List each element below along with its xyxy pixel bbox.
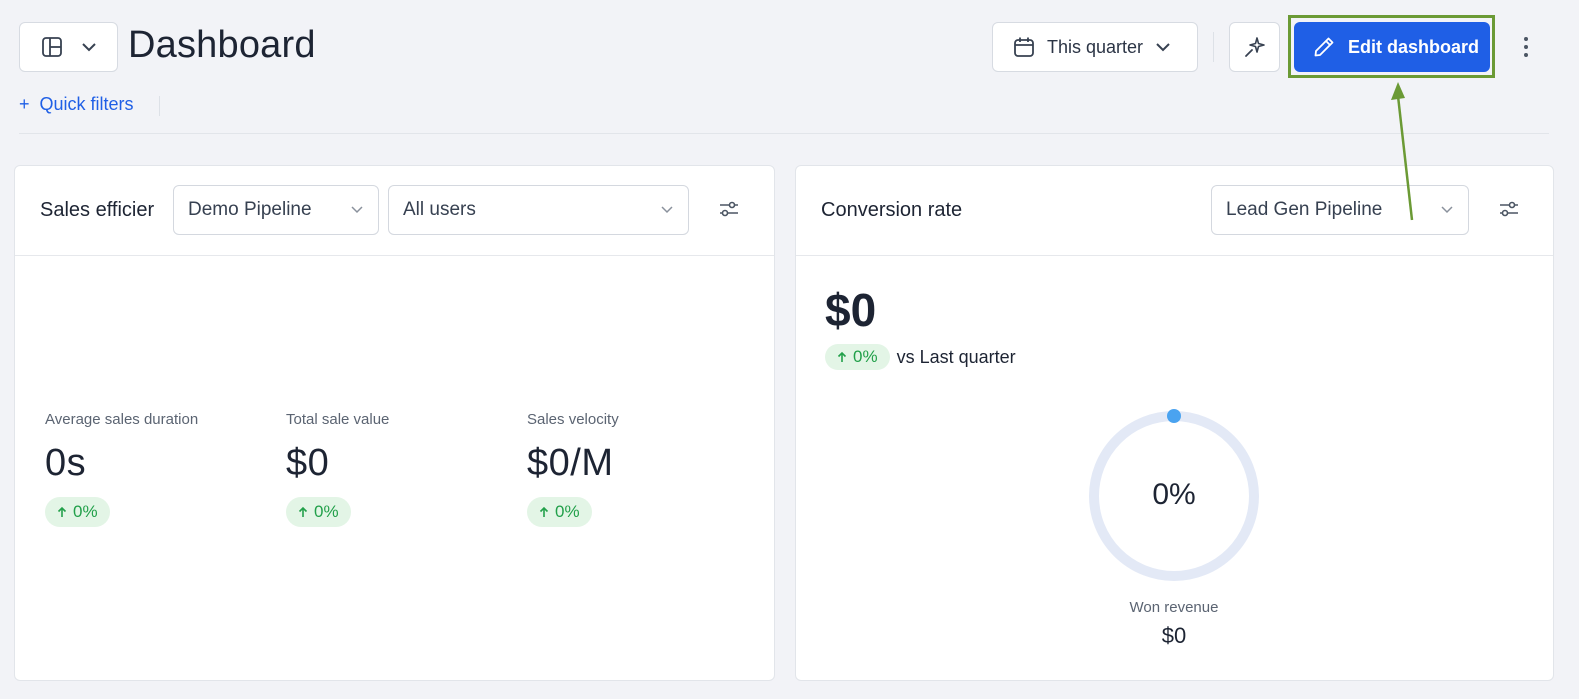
date-range-label: This quarter bbox=[1047, 36, 1144, 57]
edit-button-highlight bbox=[1288, 15, 1495, 78]
header-divider bbox=[1213, 32, 1214, 62]
sparkle-icon bbox=[1244, 37, 1265, 57]
metric-value: 0s bbox=[45, 442, 87, 484]
page-title: Dashboard bbox=[128, 24, 316, 66]
donut-chart bbox=[1089, 409, 1259, 581]
sales-efficiency-card: Sales efficier Demo Pipeline All users A… bbox=[14, 165, 775, 681]
card-header: Sales efficier Demo Pipeline All users bbox=[15, 166, 774, 256]
conversion-rate-card: Conversion rate Lead Gen Pipeline $0 0% … bbox=[795, 165, 1554, 681]
header-separator bbox=[19, 133, 1549, 134]
change-badge: 0% bbox=[45, 497, 110, 527]
chevron-down-icon bbox=[661, 206, 673, 214]
metric-sales-velocity: Sales velocity $0/M 0% bbox=[527, 411, 619, 527]
users-select[interactable]: All users bbox=[388, 185, 689, 235]
pipeline-select-value: Lead Gen Pipeline bbox=[1226, 199, 1383, 220]
donut-percent: 0% bbox=[1152, 478, 1196, 511]
pipeline-select[interactable]: Lead Gen Pipeline bbox=[1211, 185, 1469, 235]
quick-filters-button[interactable]: + Quick filters bbox=[19, 94, 134, 115]
arrow-up-icon bbox=[298, 506, 308, 517]
quick-filters-divider bbox=[159, 96, 160, 116]
arrow-up-icon bbox=[57, 506, 67, 517]
card-title: Conversion rate bbox=[821, 199, 963, 221]
calendar-icon bbox=[1014, 37, 1034, 57]
metric-total-sale-value: Total sale value $0 0% bbox=[286, 411, 389, 527]
change-badge: 0% bbox=[527, 497, 592, 527]
ai-assist-button[interactable] bbox=[1229, 22, 1280, 72]
pencil-icon bbox=[1314, 37, 1334, 57]
metric-label: Average sales duration bbox=[45, 411, 199, 428]
kebab-icon[interactable] bbox=[1516, 32, 1536, 62]
change-badge: 0% bbox=[286, 497, 351, 527]
card-title: Sales efficier bbox=[40, 199, 155, 221]
quick-filters-label: Quick filters bbox=[39, 94, 134, 114]
date-range-selector[interactable]: This quarter bbox=[992, 22, 1198, 72]
filter-settings-icon[interactable] bbox=[719, 200, 739, 218]
comparison-label: vs Last quarter bbox=[896, 346, 1016, 367]
metric-value: $0/M bbox=[527, 442, 614, 484]
chevron-down-icon bbox=[81, 43, 96, 52]
metric-value: $0 bbox=[286, 442, 330, 484]
card-header: Conversion rate Lead Gen Pipeline bbox=[796, 166, 1553, 256]
pipeline-select-value: Demo Pipeline bbox=[188, 199, 312, 220]
won-revenue-label: Won revenue bbox=[1129, 599, 1219, 616]
arrow-up-icon bbox=[837, 351, 847, 362]
metric-label: Total sale value bbox=[286, 411, 390, 428]
won-revenue-value: $0 bbox=[1161, 623, 1187, 648]
arrow-up-icon bbox=[539, 506, 549, 517]
chevron-down-icon bbox=[351, 206, 363, 214]
pipeline-select[interactable]: Demo Pipeline bbox=[173, 185, 379, 235]
layout-switcher-button[interactable] bbox=[19, 22, 118, 72]
filter-settings-icon[interactable] bbox=[1499, 200, 1519, 218]
chevron-down-icon bbox=[1156, 43, 1170, 52]
conversion-value: $0 bbox=[825, 284, 877, 336]
edit-dashboard-button[interactable]: Edit dashboard bbox=[1294, 22, 1490, 72]
metric-avg-sales-duration: Average sales duration 0s 0% bbox=[45, 411, 198, 527]
change-badge: 0% bbox=[825, 344, 890, 370]
chevron-down-icon bbox=[1441, 206, 1453, 214]
plus-icon: + bbox=[19, 94, 30, 114]
layout-icon bbox=[41, 37, 62, 57]
donut-progress-marker bbox=[1167, 409, 1181, 423]
edit-dashboard-label: Edit dashboard bbox=[1348, 36, 1480, 57]
users-select-value: All users bbox=[403, 199, 476, 220]
metric-label: Sales velocity bbox=[527, 411, 619, 428]
comparison-row: 0% vs Last quarter bbox=[825, 344, 1016, 370]
